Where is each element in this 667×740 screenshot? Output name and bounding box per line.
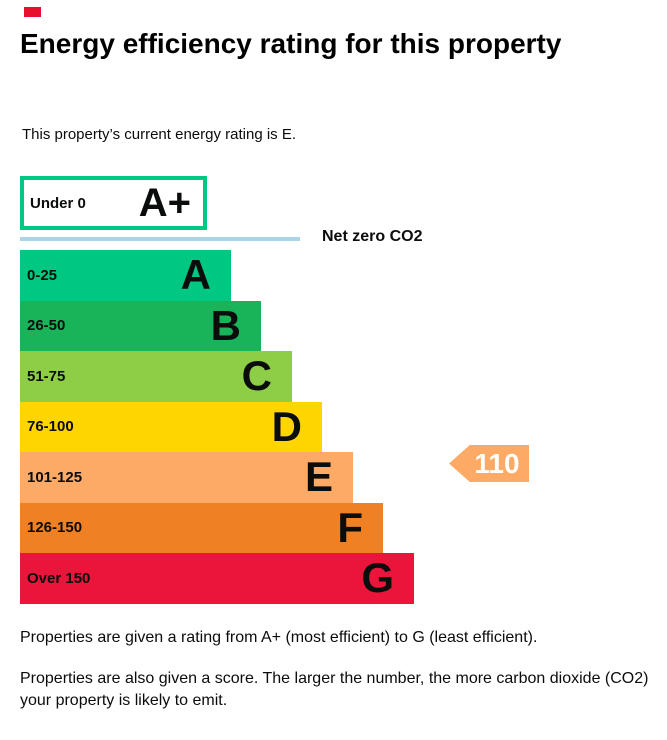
band-e: 101-125 E (20, 452, 353, 503)
band-a-range-label: 0-25 (27, 266, 58, 284)
band-a: 0-25 A (20, 250, 231, 301)
band-f-letter: F (337, 503, 363, 551)
current-score-value: 110 (474, 447, 520, 479)
band-a-plus-letter: A+ (138, 181, 191, 225)
band-d-range-label: 76-100 (27, 418, 74, 436)
band-f: 126-150 F (20, 502, 383, 553)
band-a-plus-range-label: Under 0 (30, 194, 86, 212)
band-g: Over 150 G (20, 553, 414, 604)
band-a-letter: A (180, 251, 211, 299)
band-g-range-label: Over 150 (27, 569, 91, 587)
red-marker (24, 7, 41, 17)
band-g-letter: G (361, 554, 394, 602)
band-e-range-label: 101-125 (27, 468, 83, 486)
energy-rating-chart: Under 0 A+ Net zero CO2 0-25 A 26-50 B 5… (20, 176, 647, 604)
band-c-range-label: 51-75 (27, 367, 66, 385)
current-rating-summary: This property’s current energy rating is… (22, 126, 297, 143)
band-f-range-label: 126-150 (27, 519, 83, 537)
band-c: 51-75 C (20, 351, 292, 402)
net-zero-line (20, 237, 300, 241)
band-d-letter: D (271, 402, 302, 450)
band-d: 76-100 D (20, 401, 322, 452)
band-c-letter: C (241, 352, 272, 400)
band-b-letter: B (210, 301, 241, 349)
net-zero-label: Net zero CO2 (322, 228, 423, 245)
page-title: Energy efficiency rating for this proper… (20, 28, 562, 59)
rating-explanation-text: Properties are given a rating from A+ (m… (20, 629, 538, 646)
band-a-plus: Under 0 A+ (20, 176, 207, 230)
band-b-range-label: 26-50 (27, 317, 66, 335)
current-score-arrow: 110 (449, 445, 529, 482)
band-e-letter: E (304, 453, 333, 501)
band-b: 26-50 B (20, 300, 261, 351)
score-explanation-text: Properties are also given a score. The l… (20, 670, 649, 709)
